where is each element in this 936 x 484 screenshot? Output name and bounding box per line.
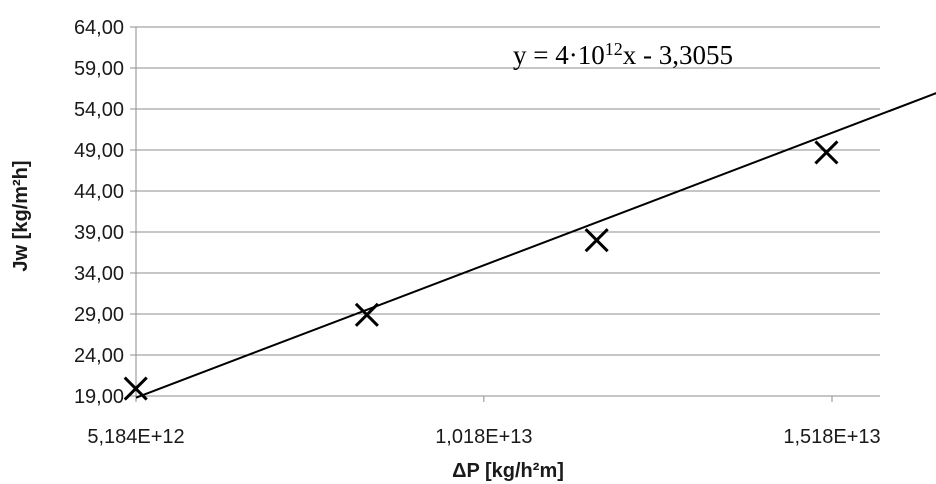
- axes: [135, 27, 880, 397]
- x-tick-label-0: 5,184E+12: [87, 426, 184, 448]
- data-point-stroke: [584, 228, 609, 253]
- y-tick-label-8: 59,00: [74, 58, 124, 80]
- data-point-stroke: [123, 376, 148, 401]
- y-tick-label-6: 49,00: [74, 140, 124, 162]
- x-tick-label-2: 1,518E+13: [783, 426, 880, 448]
- y-tick-label-3: 34,00: [74, 263, 124, 285]
- gridlines: [136, 26, 880, 397]
- x-axis-ticks: 5,184E+12 1,018E+13 1,518E+13: [87, 396, 881, 448]
- y-tick-label-1: 24,00: [74, 345, 124, 367]
- data-point-2: [584, 228, 609, 253]
- data-point-3: [814, 140, 839, 165]
- x-axis-title: ΔP [kg/h²m]: [452, 460, 564, 482]
- data-point-1: [354, 302, 379, 327]
- y-axis-title: Jw [kg/m²h]: [10, 160, 32, 271]
- data-points: [123, 140, 839, 401]
- trendline-group: [135, 92, 936, 399]
- x-tick-label-1: 1,018E+13: [435, 426, 532, 448]
- y-tick-label-7: 54,00: [74, 99, 124, 121]
- trendline: [135, 92, 936, 399]
- y-axis-ticks: 19,00 24,00 29,00 34,00 39,00 44,00 49,00 54,00…: [74, 17, 136, 408]
- y-tick-label-2: 29,00: [74, 304, 124, 326]
- trendline-equation-prefix: y = 4·10: [513, 40, 605, 70]
- y-tick-label-4: 39,00: [74, 222, 124, 244]
- y-tick-label-9: 64,00: [74, 17, 124, 39]
- data-point-stroke: [354, 302, 379, 327]
- y-tick-label-0: 19,00: [74, 386, 124, 408]
- data-point-stroke: [814, 140, 839, 165]
- y-tick-label-5: 44,00: [74, 181, 124, 203]
- trendline-equation-suffix: x - 3,3055: [623, 40, 733, 70]
- trendline-equation: y = 4·1012x - 3,3055: [513, 39, 733, 70]
- data-point-0: [123, 376, 148, 401]
- trendline-equation-exponent: 12: [605, 39, 623, 59]
